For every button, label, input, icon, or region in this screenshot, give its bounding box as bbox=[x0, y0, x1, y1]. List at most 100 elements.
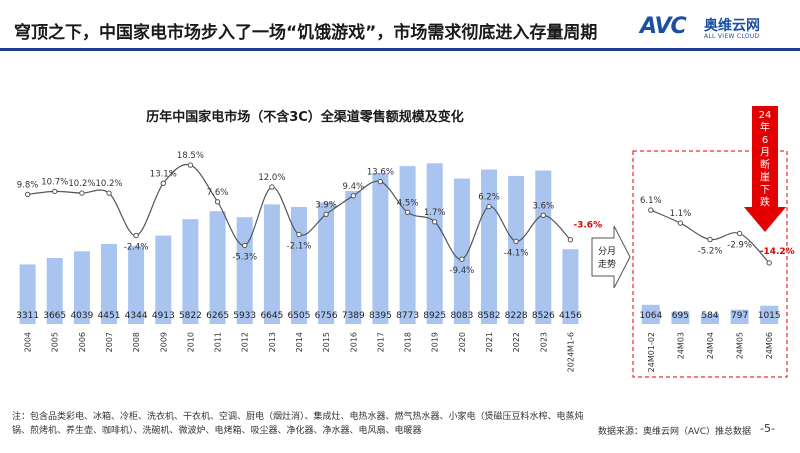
category-label-2013: 2013 bbox=[268, 332, 277, 352]
bar-2015 bbox=[318, 202, 335, 324]
category-label-2023: 2023 bbox=[539, 332, 548, 352]
avc-logo: AVC 奥维云网 ALL VIEW CLOUD bbox=[640, 12, 790, 46]
growth-label-2017: 13.6% bbox=[367, 168, 394, 178]
value-label-2019: 8925 bbox=[423, 311, 446, 321]
category-label-24M03: 24M03 bbox=[676, 332, 685, 359]
growth-point-24M05 bbox=[736, 230, 743, 237]
category-label-2012: 2012 bbox=[241, 332, 250, 352]
value-label-2006: 4039 bbox=[70, 311, 93, 321]
slide-title: 穹顶之下，中国家电市场步入了一场“饥饿游戏”，市场需求彻底进入存量周期 bbox=[14, 23, 598, 43]
bar-2013 bbox=[263, 204, 280, 324]
growth-label-2018: 4.5% bbox=[397, 198, 419, 208]
growth-label-2010: 18.5% bbox=[177, 151, 204, 161]
bar-2017 bbox=[372, 172, 389, 324]
growth-point-24M03 bbox=[677, 220, 684, 226]
logo-english-name: ALL VIEW CLOUD bbox=[704, 33, 760, 40]
bar-2020 bbox=[453, 178, 470, 324]
growth-point-2018 bbox=[404, 209, 411, 216]
growth-point-2019 bbox=[432, 219, 438, 225]
category-label-2009: 2009 bbox=[159, 332, 168, 352]
bar-2009 bbox=[155, 235, 172, 324]
category-label-2022: 2022 bbox=[512, 332, 521, 352]
bar-24M04 bbox=[701, 313, 719, 324]
callout-text-2: 6 bbox=[762, 135, 768, 146]
category-label-2018: 2018 bbox=[404, 332, 413, 352]
category-label-2019: 2019 bbox=[431, 332, 440, 352]
bar-2007 bbox=[101, 243, 117, 324]
growth-point-2020 bbox=[459, 256, 465, 262]
growth-label-24M05: -2.9% bbox=[727, 241, 752, 251]
growth-label-2021: 6.2% bbox=[478, 193, 500, 203]
growth-point-2021 bbox=[486, 203, 492, 210]
logo-text: AVC bbox=[640, 14, 687, 39]
callout-text-5: 崖 bbox=[760, 172, 770, 184]
category-label-2017: 2017 bbox=[376, 332, 385, 352]
callout-text-7: 跌 bbox=[760, 196, 770, 209]
bar-2023 bbox=[535, 170, 552, 324]
growth-point-2007 bbox=[106, 190, 112, 196]
value-label-24M04: 584 bbox=[701, 311, 718, 321]
growth-point-2013 bbox=[269, 184, 275, 190]
category-label-2010: 2010 bbox=[186, 332, 195, 352]
bar-2006 bbox=[73, 251, 90, 324]
value-label-2015: 6756 bbox=[315, 311, 338, 321]
growth-label-24M06: -14.2% bbox=[760, 247, 795, 257]
growth-label-24M04: -5.2% bbox=[698, 247, 723, 257]
category-label-2015: 2015 bbox=[322, 332, 331, 352]
category-label-2004: 2004 bbox=[24, 332, 33, 352]
growth-label-2008: -2.4% bbox=[124, 243, 149, 253]
growth-point-24M06 bbox=[766, 260, 772, 266]
growth-label-2006: 10.2% bbox=[68, 179, 95, 189]
growth-point-2005 bbox=[52, 188, 58, 195]
growth-point-2010 bbox=[187, 162, 194, 168]
bar-2011 bbox=[209, 211, 226, 324]
value-label-2013: 6645 bbox=[260, 311, 283, 321]
growth-label-2019: 1.7% bbox=[424, 208, 446, 218]
category-label-2024M1-6: 2024M1-6 bbox=[566, 332, 575, 372]
title-rule bbox=[0, 48, 800, 51]
bar-24M05 bbox=[730, 309, 749, 324]
data-source: 数据来源：奥维云网（AVC）推总数据 bbox=[598, 427, 752, 437]
chart-title: 历年中国家电市场（不含3C）全渠道零售额规模及变化 bbox=[146, 110, 464, 125]
category-label-2011: 2011 bbox=[214, 332, 223, 352]
growth-label-2013: 12.0% bbox=[258, 173, 285, 183]
growth-label-2023: 3.6% bbox=[532, 201, 554, 211]
growth-label-2007: 10.2% bbox=[95, 179, 122, 189]
callout-text-6: 下 bbox=[760, 185, 770, 196]
value-label-2011: 6265 bbox=[206, 311, 229, 321]
growth-point-2017 bbox=[377, 178, 384, 185]
category-label-2020: 2020 bbox=[458, 332, 467, 352]
category-label-2021: 2021 bbox=[485, 332, 494, 352]
value-label-24M03: 695 bbox=[672, 311, 689, 321]
value-label-2012: 5933 bbox=[233, 311, 256, 321]
growth-label-2005: 10.7% bbox=[41, 177, 68, 187]
growth-label-2012: -5.3% bbox=[232, 252, 257, 262]
page-number: -5- bbox=[760, 422, 775, 435]
bar-2004 bbox=[19, 264, 36, 324]
category-label-24M06: 24M06 bbox=[765, 332, 774, 359]
value-label-2009: 4913 bbox=[152, 311, 175, 321]
value-label-24M01-02: 1064 bbox=[639, 311, 662, 321]
callout-text-0: 24 bbox=[759, 110, 772, 121]
value-label-2023: 8526 bbox=[532, 311, 555, 321]
category-label-2016: 2016 bbox=[349, 332, 358, 352]
growth-point-2008 bbox=[133, 232, 139, 239]
bar-2016 bbox=[345, 191, 362, 324]
growth-point-2023 bbox=[540, 212, 546, 219]
drop-callout-arrow bbox=[744, 106, 786, 232]
value-label-2007: 4451 bbox=[98, 311, 121, 321]
monthly-trend-arrow bbox=[591, 225, 631, 289]
category-label-2007: 2007 bbox=[105, 332, 114, 352]
growth-point-2022 bbox=[513, 238, 519, 245]
growth-label-2009: 13.1% bbox=[150, 169, 177, 179]
value-label-2021: 8582 bbox=[478, 311, 501, 321]
footnote: 注：包含品类彩电、冰箱、冷柜、洗衣机、干衣机、空调、厨电（烟灶消）、集成灶、电热… bbox=[12, 412, 584, 436]
monthly-panel-box bbox=[632, 150, 788, 378]
growth-label-2022: -4.1% bbox=[504, 248, 529, 258]
bar-2010 bbox=[182, 219, 199, 324]
bar-24M01-02 bbox=[641, 304, 660, 324]
value-label-2017: 8395 bbox=[369, 311, 392, 321]
growth-label-24M03: 1.1% bbox=[670, 209, 692, 219]
value-label-24M06: 1015 bbox=[758, 311, 781, 321]
